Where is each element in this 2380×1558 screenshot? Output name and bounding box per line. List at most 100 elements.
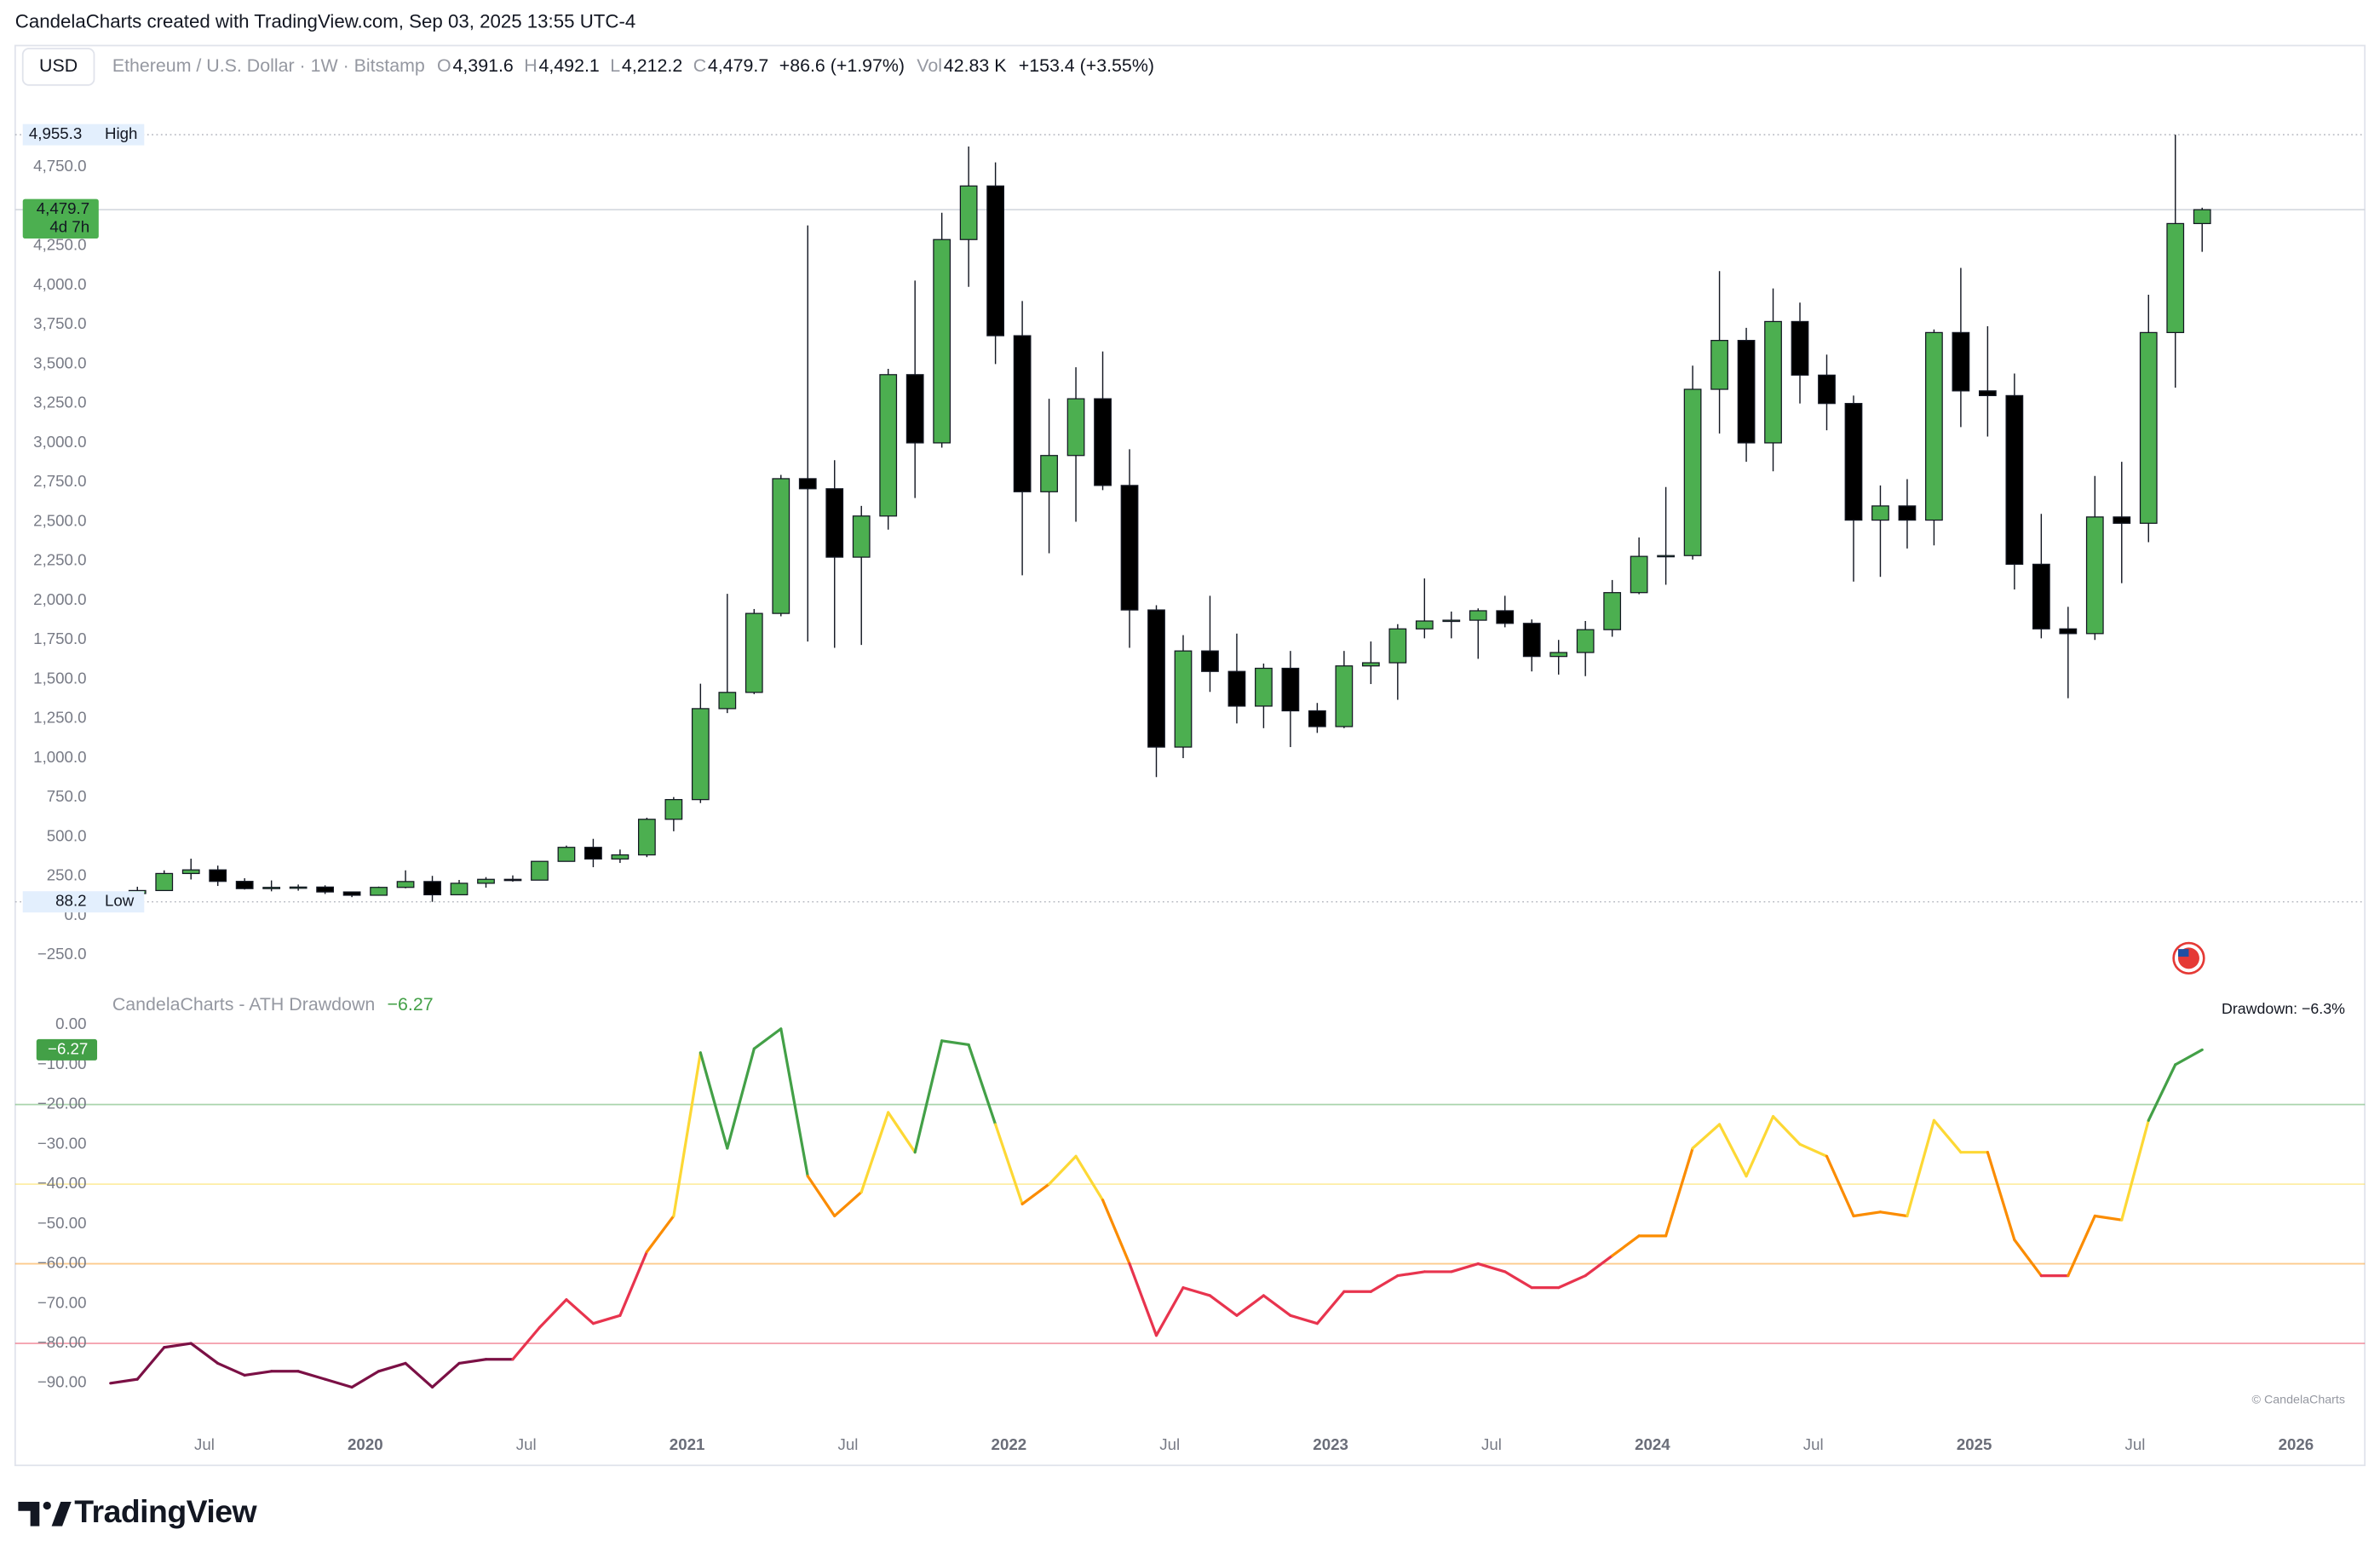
- drawdown-segment: [404, 1361, 434, 1389]
- x-tick-label: 2025: [1957, 1435, 1992, 1453]
- drawdown-segment: [350, 1370, 381, 1389]
- drawdown-segment: [1798, 1142, 1829, 1158]
- candle-body: [1469, 610, 1487, 621]
- volume-change: +153.4 (+3.55%): [1019, 55, 1154, 76]
- candle-body: [1657, 555, 1676, 558]
- candle-body: [2059, 628, 2078, 635]
- y-tick-label: 3,750.0: [33, 314, 86, 332]
- volume: 42.83 K: [944, 55, 1007, 76]
- brand-logo: TradingView: [18, 1493, 258, 1529]
- y-tick-label: −80.00: [37, 1333, 87, 1351]
- candle-body: [1308, 710, 1326, 727]
- high-text: High: [105, 124, 137, 142]
- drawdown-segment: [833, 1190, 863, 1218]
- drawdown-segment: [377, 1361, 407, 1373]
- candle-body: [1791, 320, 1809, 376]
- candle-body: [986, 185, 1005, 336]
- flag-canton[interactable]: [2178, 949, 2189, 957]
- drawdown-segment: [1235, 1294, 1266, 1317]
- drawdown-segment: [2013, 1238, 2043, 1278]
- candle-body: [1013, 335, 1032, 492]
- price-change: +86.6 (+1.97%): [779, 55, 905, 76]
- candle-body: [1576, 629, 1595, 653]
- drawdown-segment: [2120, 1118, 2150, 1222]
- y-tick-label: 1,000.0: [33, 748, 86, 766]
- candle-body: [1255, 667, 1273, 707]
- y-tick-label: 2,500.0: [33, 511, 86, 529]
- drawdown-segment: [1450, 1262, 1480, 1273]
- x-tick-label: 2023: [1313, 1435, 1348, 1453]
- symbol: Ethereum / U.S. Dollar · 1W · Bitstamp: [112, 55, 425, 76]
- drawdown-segment: [859, 1111, 890, 1194]
- ohlc-key: H: [524, 55, 537, 76]
- drawdown-segment: [779, 1027, 809, 1178]
- candle-body: [1630, 555, 1648, 594]
- drawdown-segment: [645, 1214, 675, 1254]
- currency[interactable]: USD: [39, 55, 78, 76]
- x-tick-label: 2026: [2279, 1435, 2314, 1453]
- drawdown-segment: [430, 1361, 461, 1389]
- drawdown-segment: [2147, 1063, 2177, 1122]
- drawdown-segment: [511, 1325, 542, 1361]
- drawdown-segment: [1771, 1115, 1802, 1146]
- candle-body: [1710, 340, 1728, 390]
- x-tick-label: Jul: [1481, 1435, 1502, 1453]
- drawdown-segment: [1396, 1270, 1426, 1278]
- drawdown-segment: [2174, 1048, 2204, 1066]
- candle-body: [2085, 516, 2104, 635]
- candle-body: [503, 878, 522, 882]
- candle-body: [181, 869, 200, 875]
- x-tick-label: Jul: [2125, 1435, 2146, 1453]
- drawdown-segment: [1691, 1123, 1722, 1150]
- y-tick-label: 1,500.0: [33, 669, 86, 687]
- y-tick-label: 3,000.0: [33, 433, 86, 451]
- candle-body: [2005, 394, 2024, 566]
- y-tick-label: −50.00: [37, 1214, 87, 1232]
- y-tick-label: 3,250.0: [33, 394, 86, 411]
- candle-body: [1603, 592, 1622, 630]
- drawdown-segment: [1369, 1273, 1400, 1293]
- currency-button[interactable]: [21, 48, 95, 86]
- drawdown-segment: [1208, 1294, 1239, 1317]
- credit-line: CandelaCharts created with TradingView.c…: [15, 11, 635, 32]
- candle-body: [879, 374, 898, 517]
- drawdown-segment: [1717, 1123, 1748, 1178]
- candle-body: [1952, 331, 1970, 392]
- y-tick-label: −250.0: [37, 945, 87, 963]
- candle-body: [1147, 609, 1165, 748]
- drawdown-segment: [1181, 1286, 1212, 1297]
- drawdown-segment: [1476, 1262, 1507, 1273]
- y-tick-label: 750.0: [47, 787, 87, 805]
- event-flag[interactable]: [2172, 941, 2205, 975]
- candle-body: [2166, 222, 2185, 334]
- drawdown-segment: [1878, 1210, 1909, 1218]
- drawdown-segment: [806, 1175, 836, 1218]
- ohlc-key: O: [437, 55, 451, 76]
- y-tick-label: 4,250.0: [33, 236, 86, 254]
- candle-body: [959, 185, 978, 240]
- indicator-credit: © CandelaCharts: [2252, 1393, 2345, 1406]
- candle-body: [933, 239, 951, 444]
- drawdown-segment: [1932, 1118, 1963, 1154]
- x-tick-label: 2021: [670, 1435, 705, 1453]
- drawdown-segment: [1557, 1273, 1587, 1290]
- candle-body: [1174, 650, 1193, 748]
- drawdown-segment: [1154, 1286, 1185, 1337]
- y-tick-label: 1,750.0: [33, 630, 86, 647]
- drawdown-segment: [672, 1051, 702, 1218]
- candle-body: [370, 887, 388, 896]
- drawdown-segment: [1074, 1154, 1105, 1202]
- candle-body: [772, 478, 790, 614]
- drawdown-segment: [1128, 1262, 1158, 1337]
- drawdown-segment: [296, 1370, 327, 1381]
- candle-body: [2139, 331, 2158, 524]
- drawdown-segment: [1584, 1254, 1614, 1278]
- candle-body: [289, 886, 308, 889]
- drawdown-segment: [1986, 1151, 2016, 1242]
- drawdown-segment: [135, 1346, 166, 1381]
- candle-body: [1040, 455, 1058, 492]
- candle-body: [1549, 652, 1568, 658]
- y-tick-label: −90.00: [37, 1373, 87, 1391]
- candle-body: [798, 478, 817, 490]
- candle-body: [235, 881, 254, 889]
